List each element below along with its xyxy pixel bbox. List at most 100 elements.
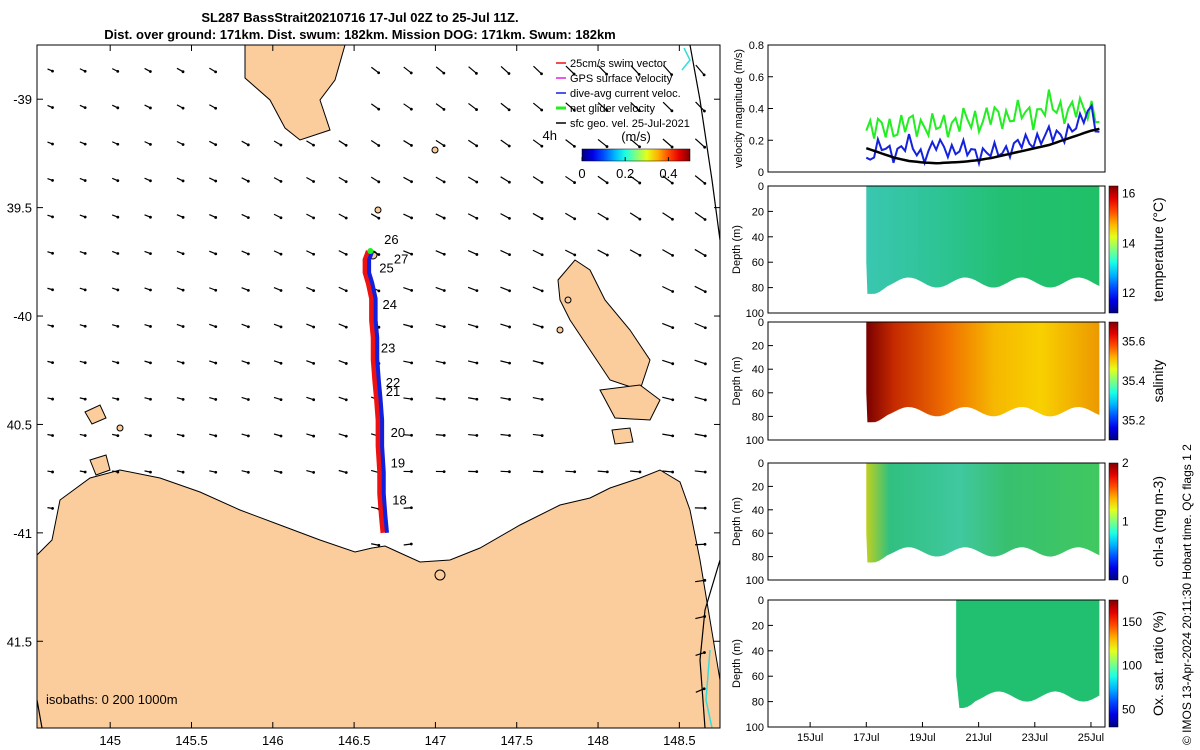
geo-arrow-head: [670, 145, 674, 149]
ytick-label: 80: [752, 283, 764, 295]
isobath-line: [699, 559, 720, 728]
geo-arrow: [597, 175, 608, 184]
track-current-blue: [367, 250, 389, 534]
clarke-island-land: [611, 427, 634, 445]
geo-arrow-head: [475, 470, 479, 474]
geo-arrow: [629, 175, 641, 184]
geo-arrow-head: [214, 434, 218, 438]
geo-arrow: [662, 433, 673, 437]
geo-arrow-head: [279, 179, 283, 183]
colorbar-tick-label: 16: [1122, 186, 1136, 200]
geo-arrow: [403, 66, 412, 74]
geo-arrow: [435, 434, 445, 436]
geo-arrow-head: [605, 108, 609, 112]
geo-arrow-head: [246, 434, 250, 438]
geo-arrow-head: [149, 470, 152, 474]
geo-arrow-head: [181, 361, 185, 365]
geo-arrow-head: [116, 142, 120, 146]
geo-arrow: [435, 286, 445, 292]
geo-arrow-head: [149, 434, 152, 438]
velocity-ylabel: velocity magnitude (m/s): [733, 49, 745, 168]
geo-arrow: [532, 102, 543, 111]
geo-arrow-head: [214, 470, 218, 474]
geo-velocity-field: [47, 64, 707, 693]
geo-arrow-head: [605, 253, 609, 257]
geo-arrow-head: [442, 397, 446, 401]
ytick-label: 0.4: [749, 104, 764, 116]
geo-arrow-head: [312, 252, 316, 256]
geo-arrow-head: [51, 142, 54, 146]
geo-arrow-head: [148, 70, 152, 73]
ytick-label: 60: [752, 257, 764, 269]
wilsons-promontory-land: [244, 45, 346, 141]
geo-arrow-head: [410, 180, 413, 184]
geo-arrow-head: [83, 106, 87, 110]
geo-arrow-head: [409, 506, 413, 510]
geo-arrow-head: [312, 434, 316, 438]
map-xtick-label: 146.5: [338, 733, 371, 748]
geo-arrow-head: [116, 179, 120, 183]
geo-arrow-head: [410, 361, 414, 365]
geo-arrow-head: [312, 216, 315, 220]
geo-arrow-head: [702, 73, 706, 77]
day-label-18: 18: [392, 492, 406, 507]
geo-arrow: [597, 65, 608, 75]
legend-entry-3: net glider velocity: [570, 103, 655, 115]
geo-arrow: [403, 140, 412, 146]
geo-arrow-head: [181, 325, 185, 328]
ytick-label: 20: [752, 206, 764, 218]
colorbar-tick-label: 35.2: [1122, 413, 1146, 427]
geo-arrow-head: [442, 361, 446, 365]
geo-arrow-head: [703, 615, 707, 618]
ytick-label: 0.8: [749, 40, 764, 52]
geo-arrow-head: [507, 180, 511, 184]
geo-arrow-head: [703, 398, 707, 402]
geo-arrow-head: [540, 144, 544, 148]
geo-arrow-head: [214, 398, 218, 401]
map-xtick-label: 145: [99, 733, 121, 748]
ytick-label: 20: [752, 341, 764, 353]
geo-arrow-head: [377, 107, 381, 111]
xtick-label: 25Jul: [1078, 732, 1104, 744]
geo-arrow-head: [51, 324, 54, 328]
colorbar-label-2: temperature (°C): [1150, 197, 1166, 301]
geo-arrow-head: [637, 73, 641, 76]
geo-arrow-head: [246, 252, 250, 256]
colorbar: [581, 148, 691, 162]
geo-arrow-head: [51, 106, 54, 109]
geo-arrow-head: [344, 325, 348, 329]
geo-arrow-head: [377, 543, 381, 547]
geo-arrow: [533, 65, 542, 75]
geo-arrow: [500, 323, 510, 328]
geo-arrow: [565, 212, 575, 220]
geo-arrow-head: [475, 180, 479, 184]
geo-arrow: [695, 688, 705, 693]
colorbar-tick-label: 35.4: [1122, 374, 1146, 388]
ytick-label: 80: [752, 552, 764, 564]
geo-arrow: [435, 360, 445, 364]
geo-arrow-head: [475, 253, 479, 256]
colorbar-tick-label: 0.2: [616, 166, 634, 181]
geo-arrow: [694, 470, 706, 473]
ytick-label: 0: [758, 458, 764, 470]
geo-arrow-head: [116, 470, 120, 474]
track-end-marker: [367, 247, 374, 254]
geo-arrow-head: [702, 687, 706, 691]
legend-entry-4: sfc geo. vel. 25-Jul-2021: [570, 118, 690, 130]
geo-arrow-head: [312, 325, 316, 329]
geo-arrow-head: [540, 72, 543, 76]
geo-arrow-head: [475, 397, 479, 401]
ytick-label: 80: [752, 411, 764, 423]
geo-arrow-head: [475, 108, 478, 111]
geo-arrow-head: [703, 181, 707, 185]
geo-arrow-head: [670, 73, 674, 77]
ytick-label: 40: [752, 505, 764, 517]
geo-arrow-head: [246, 288, 250, 292]
geo-arrow-head: [605, 72, 608, 76]
map-ytick-label: 40.5: [7, 417, 32, 432]
geo-arrow-head: [344, 434, 348, 438]
ytick-label: 20: [752, 620, 764, 632]
geo-arrow-head: [409, 107, 413, 111]
